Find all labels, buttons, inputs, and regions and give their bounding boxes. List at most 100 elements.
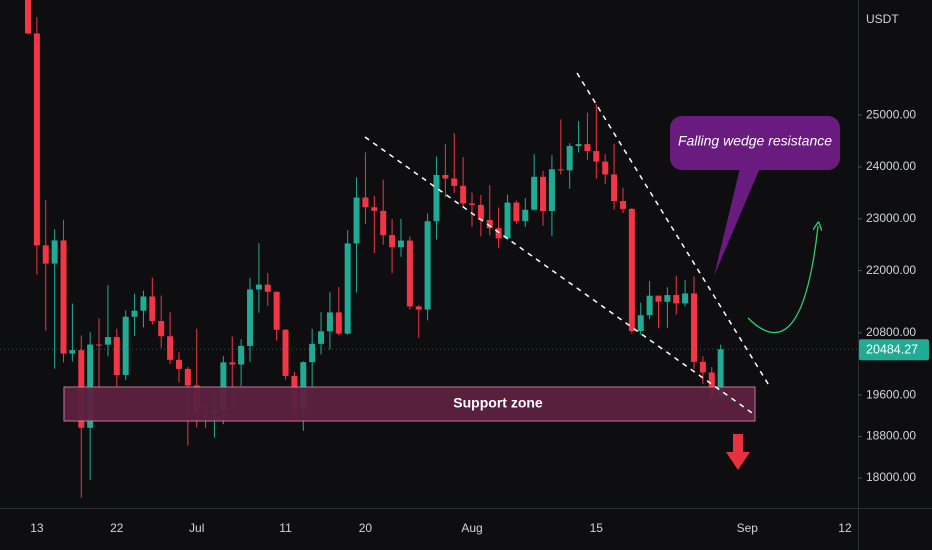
y-tick-label: 18800.00 <box>866 429 916 443</box>
candle-body <box>229 362 236 365</box>
candle-body <box>646 295 653 316</box>
candle-body <box>122 316 129 376</box>
candle-body <box>309 343 316 363</box>
candle-body <box>460 185 467 204</box>
x-tick-label: 13 <box>30 521 44 535</box>
candle-body <box>699 361 706 373</box>
candle-body <box>335 312 342 334</box>
candle-body <box>504 202 511 239</box>
candle-body <box>531 176 538 210</box>
candle-body <box>149 296 156 322</box>
candle-body <box>158 321 165 337</box>
candle-body <box>584 144 591 152</box>
candle-body <box>682 293 689 304</box>
y-tick-label: 20800.00 <box>866 325 916 339</box>
candle-body <box>87 344 94 428</box>
candle-body <box>495 228 502 239</box>
candle-body <box>593 151 600 162</box>
candle-body <box>469 203 475 205</box>
candle-body <box>282 329 289 376</box>
candle-body <box>486 219 493 229</box>
y-tick-label: 24000.00 <box>866 159 916 173</box>
support-label: Support zone <box>453 395 543 411</box>
candle-body <box>318 331 325 344</box>
callout-text: Falling wedge resistance <box>678 133 832 149</box>
x-tick-label: 12 <box>838 521 852 535</box>
x-tick-label: 15 <box>590 521 604 535</box>
candle-body <box>326 312 333 332</box>
candle-body <box>273 291 280 330</box>
candle-body <box>628 208 635 332</box>
x-tick-label: 20 <box>359 521 373 535</box>
candle-body <box>424 221 431 310</box>
candle-body <box>619 201 626 209</box>
candle-body <box>175 359 182 369</box>
x-tick-label: Aug <box>461 521 482 535</box>
candle-body <box>104 337 111 345</box>
candle-body <box>708 372 715 398</box>
candle-body <box>602 161 609 175</box>
candle-body <box>380 210 387 236</box>
y-tick-label: 19600.00 <box>866 387 916 401</box>
x-tick-label: Jul <box>189 521 204 535</box>
last-price-tag <box>859 339 929 361</box>
candle-body <box>389 235 396 248</box>
x-tick-label: 22 <box>110 521 124 535</box>
candle-body <box>513 202 520 222</box>
candle-body <box>611 174 618 202</box>
y-tick-label: 23000.00 <box>866 211 916 225</box>
y-tick-label: 18000.00 <box>866 470 916 484</box>
candle-body <box>42 245 49 264</box>
last-price-label: 20484.27 <box>866 343 918 357</box>
candle-body <box>540 176 547 212</box>
candle-body <box>415 306 422 310</box>
candle-body <box>344 243 351 334</box>
candle-body <box>655 295 662 302</box>
bullish-arrow <box>747 226 818 334</box>
candle-body <box>477 204 484 220</box>
wedge-resistance-line <box>576 72 771 388</box>
callout-pointer <box>714 168 760 276</box>
candle-body <box>371 207 378 211</box>
y-axis-label: USDT <box>866 12 899 26</box>
candle-body <box>33 33 40 246</box>
candle-body <box>131 310 138 317</box>
x-tick-label: 11 <box>279 521 292 535</box>
candle-body <box>238 345 245 365</box>
candle-body <box>548 169 555 212</box>
candle-body <box>96 344 103 346</box>
candle-body <box>637 315 644 332</box>
bearish-arrow <box>726 434 750 470</box>
candle-body <box>264 284 271 292</box>
candle-body <box>673 295 680 304</box>
candle-body <box>691 293 697 362</box>
support-zone <box>63 386 756 422</box>
candle-body <box>557 169 564 171</box>
candle-body <box>522 209 529 222</box>
candle-body <box>113 337 120 376</box>
candle-body <box>575 144 582 147</box>
candle-body <box>566 146 573 171</box>
x-tick-label: Sep <box>737 521 759 535</box>
candle-body <box>353 197 360 244</box>
candle-body <box>167 336 174 360</box>
candle-body <box>25 0 31 34</box>
candle-body <box>300 362 307 410</box>
candle-body <box>433 174 440 222</box>
y-tick-label: 25000.00 <box>866 107 916 121</box>
callout <box>670 116 840 170</box>
candle-body <box>442 174 449 179</box>
candle-body <box>140 296 147 311</box>
candle-body <box>184 368 191 386</box>
candle-body <box>60 240 67 354</box>
candle-body <box>717 349 724 398</box>
candle-body <box>255 284 262 290</box>
candle-body <box>362 197 369 208</box>
candle-body <box>451 178 458 186</box>
candle-body <box>51 240 58 264</box>
candle-body <box>397 240 404 248</box>
candle-body <box>664 295 671 302</box>
